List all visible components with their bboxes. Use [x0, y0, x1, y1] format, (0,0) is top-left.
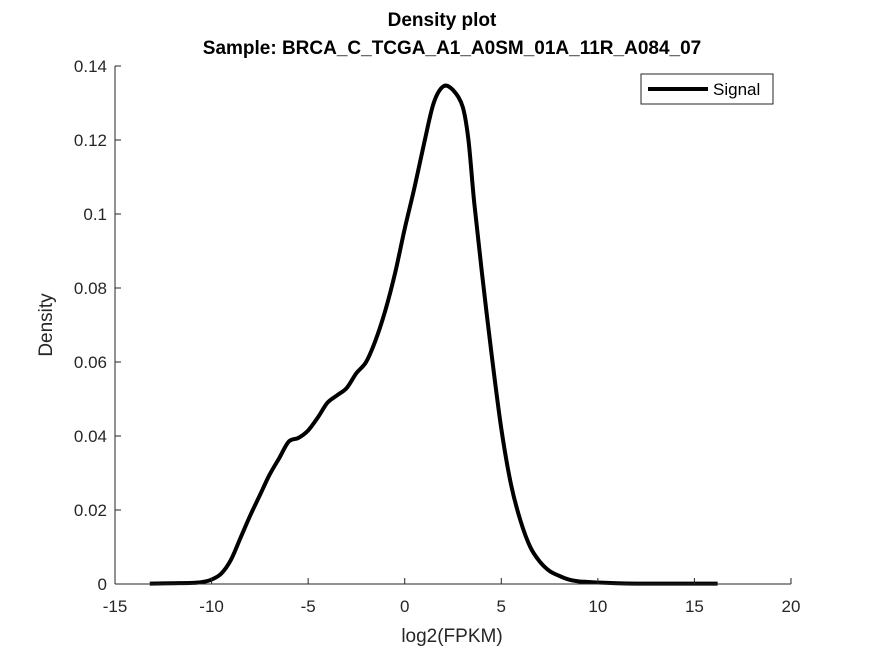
y-tick-label: 0.14	[74, 57, 107, 76]
y-axis: 0 0.02 0.04 0.06 0.08 0.1 0.12 0.14	[74, 57, 121, 594]
chart-title: Density plot	[388, 10, 497, 31]
x-tick-label: -5	[301, 597, 316, 616]
plot-area	[149, 83, 718, 586]
x-tick-label: -10	[199, 597, 224, 616]
y-axis-label: Density	[36, 293, 57, 357]
x-tick-label: 0	[400, 597, 409, 616]
y-tick-label: 0.12	[74, 131, 107, 150]
y-tick-label: 0.1	[83, 205, 107, 224]
legend-label-signal: Signal	[713, 80, 760, 99]
legend: Signal	[640, 73, 774, 105]
chart-subtitle: Sample: BRCA_C_TCGA_A1_A0SM_01A_11R_A084…	[203, 38, 701, 59]
x-tick-label: -15	[103, 597, 128, 616]
y-tick-label: 0.08	[74, 279, 107, 298]
x-tick-label: 5	[497, 597, 506, 616]
y-tick-label: 0.04	[74, 427, 107, 446]
x-axis-label: log2(FPKM)	[401, 626, 502, 647]
series-line-signal	[149, 83, 718, 586]
x-tick-label: 15	[685, 597, 704, 616]
x-tick-label: 20	[782, 597, 801, 616]
x-axis: -15 -10 -5 0 5 10 15 20	[103, 578, 801, 616]
y-tick-label: 0.02	[74, 501, 107, 520]
y-tick-label: 0.06	[74, 353, 107, 372]
x-tick-label: 10	[588, 597, 607, 616]
y-tick-label: 0	[98, 575, 107, 594]
